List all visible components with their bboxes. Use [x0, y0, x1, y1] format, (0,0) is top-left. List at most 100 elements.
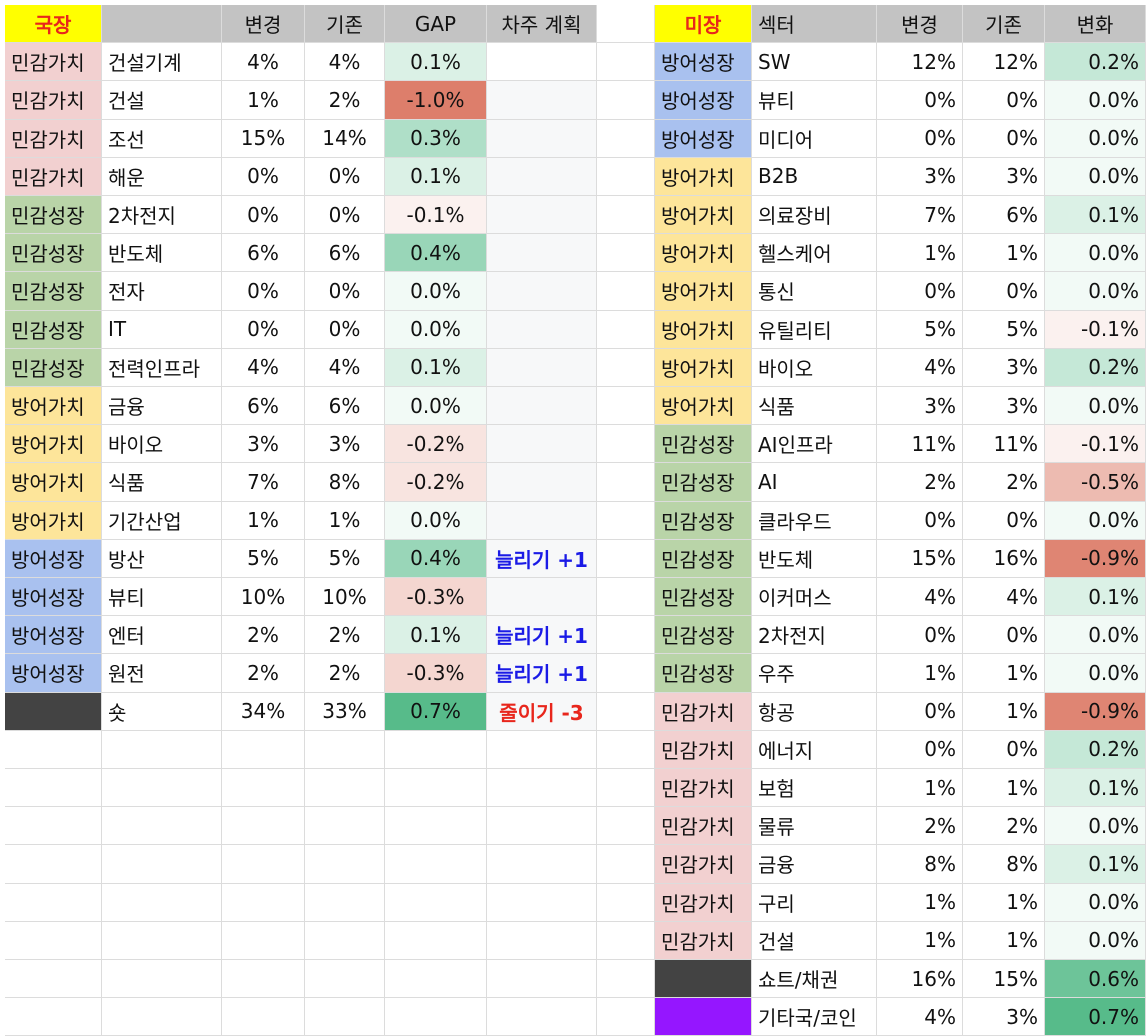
change: 0%	[877, 692, 963, 731]
empty-cell	[487, 921, 597, 960]
plan	[487, 425, 597, 464]
sector: 방산	[102, 539, 222, 578]
sector: B2B	[752, 157, 877, 196]
empty-cell	[222, 730, 305, 769]
empty-cell	[385, 921, 487, 960]
gap: 0.0%	[385, 310, 487, 349]
prev: 3%	[963, 998, 1045, 1036]
header-market: 국장	[5, 5, 102, 44]
empty-cell	[222, 883, 305, 922]
sector: AI인프라	[752, 425, 877, 464]
gap: 0.1%	[385, 616, 487, 655]
change: 0%	[877, 272, 963, 311]
prev: 2%	[305, 616, 385, 655]
change: 1%	[877, 654, 963, 693]
group: 민감가치	[655, 883, 752, 922]
sector: 우주	[752, 654, 877, 693]
empty-cell	[385, 769, 487, 808]
diff: 0.0%	[1045, 883, 1146, 922]
diff: 0.0%	[1045, 157, 1146, 196]
prev: 1%	[963, 769, 1045, 808]
group: 민감성장	[655, 539, 752, 578]
prev: 2%	[305, 81, 385, 120]
prev: 3%	[305, 425, 385, 464]
sector: 통신	[752, 272, 877, 311]
gap: -0.3%	[385, 654, 487, 693]
sector: 바이오	[102, 425, 222, 464]
group: 민감가치	[5, 119, 102, 158]
prev: 14%	[305, 119, 385, 158]
change: 1%	[877, 234, 963, 273]
change: 6%	[222, 387, 305, 426]
change: 0%	[877, 730, 963, 769]
header-diff: 변화	[1045, 5, 1146, 44]
sector: 해운	[102, 157, 222, 196]
group: 민감성장	[655, 425, 752, 464]
sector: 식품	[752, 387, 877, 426]
group: 민감성장	[5, 310, 102, 349]
plan: 늘리기 +1	[487, 616, 597, 655]
change: 0%	[877, 501, 963, 540]
prev: 0%	[963, 730, 1045, 769]
plan	[487, 234, 597, 273]
empty-cell	[597, 654, 655, 693]
sector: 금융	[752, 845, 877, 884]
group: 민감가치	[655, 692, 752, 731]
diff: 0.0%	[1045, 654, 1146, 693]
diff: 0.7%	[1045, 998, 1146, 1036]
prev: 3%	[963, 348, 1045, 387]
group: 민감가치	[5, 43, 102, 82]
sector: 원전	[102, 654, 222, 693]
empty-cell	[597, 387, 655, 426]
group: 민감가치	[5, 81, 102, 120]
empty-cell	[102, 921, 222, 960]
prev: 1%	[963, 234, 1045, 273]
group: 민감성장	[655, 578, 752, 617]
diff: 0.1%	[1045, 845, 1146, 884]
change: 6%	[222, 234, 305, 273]
group: 방어성장	[5, 654, 102, 693]
prev: 2%	[963, 807, 1045, 846]
change: 1%	[877, 883, 963, 922]
empty-cell	[597, 578, 655, 617]
empty-cell	[487, 730, 597, 769]
gap: 0.1%	[385, 348, 487, 387]
diff: 0.0%	[1045, 272, 1146, 311]
sector: 클라우드	[752, 501, 877, 540]
gap: 0.1%	[385, 43, 487, 82]
group: 민감성장	[655, 463, 752, 502]
plan	[487, 157, 597, 196]
group	[5, 692, 102, 731]
group: 방어가치	[655, 387, 752, 426]
prev: 16%	[963, 539, 1045, 578]
sector: 미디어	[752, 119, 877, 158]
header-change: 변경	[222, 5, 305, 44]
change: 0%	[222, 272, 305, 311]
change: 1%	[877, 921, 963, 960]
change: 2%	[222, 616, 305, 655]
empty-cell	[222, 998, 305, 1036]
change: 4%	[222, 348, 305, 387]
sector: 의료장비	[752, 196, 877, 235]
group: 민감성장	[655, 501, 752, 540]
empty-cell	[305, 960, 385, 999]
prev: 6%	[305, 234, 385, 273]
plan	[487, 119, 597, 158]
sector: 항공	[752, 692, 877, 731]
empty-cell	[222, 921, 305, 960]
empty-cell	[385, 845, 487, 884]
prev: 0%	[963, 119, 1045, 158]
gap: -0.1%	[385, 196, 487, 235]
sector: SW	[752, 43, 877, 82]
empty-cell	[597, 234, 655, 273]
diff: -0.9%	[1045, 539, 1146, 578]
gap: -0.3%	[385, 578, 487, 617]
group: 민감가치	[655, 807, 752, 846]
prev: 1%	[963, 883, 1045, 922]
empty-cell	[102, 883, 222, 922]
change: 3%	[877, 157, 963, 196]
sector: 헬스케어	[752, 234, 877, 273]
sector: 반도체	[752, 539, 877, 578]
plan	[487, 43, 597, 82]
change: 0%	[222, 310, 305, 349]
